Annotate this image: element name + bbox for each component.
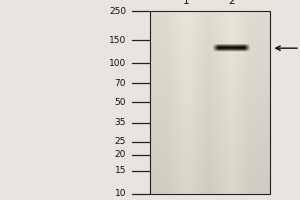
Text: 50: 50	[115, 98, 126, 107]
Text: 2: 2	[228, 0, 235, 6]
Text: 100: 100	[109, 59, 126, 68]
Text: 250: 250	[109, 6, 126, 16]
Bar	[150, 11, 270, 194]
Text: 35: 35	[115, 118, 126, 127]
Text: 70: 70	[115, 79, 126, 88]
Text: 20: 20	[115, 150, 126, 159]
Text: 25: 25	[115, 137, 126, 146]
Text: 15: 15	[115, 166, 126, 175]
Text: 1: 1	[183, 0, 189, 6]
Text: 150: 150	[109, 36, 126, 45]
Text: 10: 10	[115, 190, 126, 198]
